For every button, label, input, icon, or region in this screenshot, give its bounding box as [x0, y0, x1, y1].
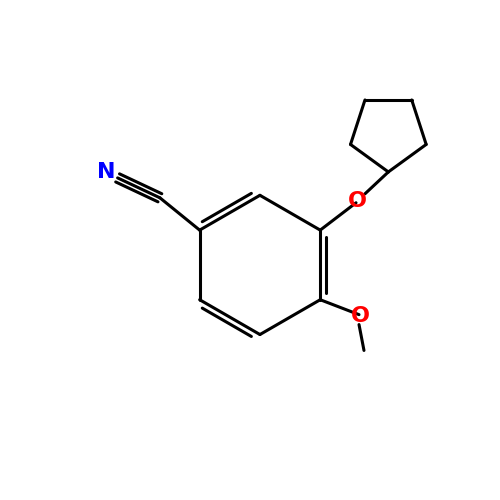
- Text: O: O: [350, 306, 370, 326]
- Text: N: N: [98, 162, 116, 182]
- Text: O: O: [348, 192, 366, 212]
